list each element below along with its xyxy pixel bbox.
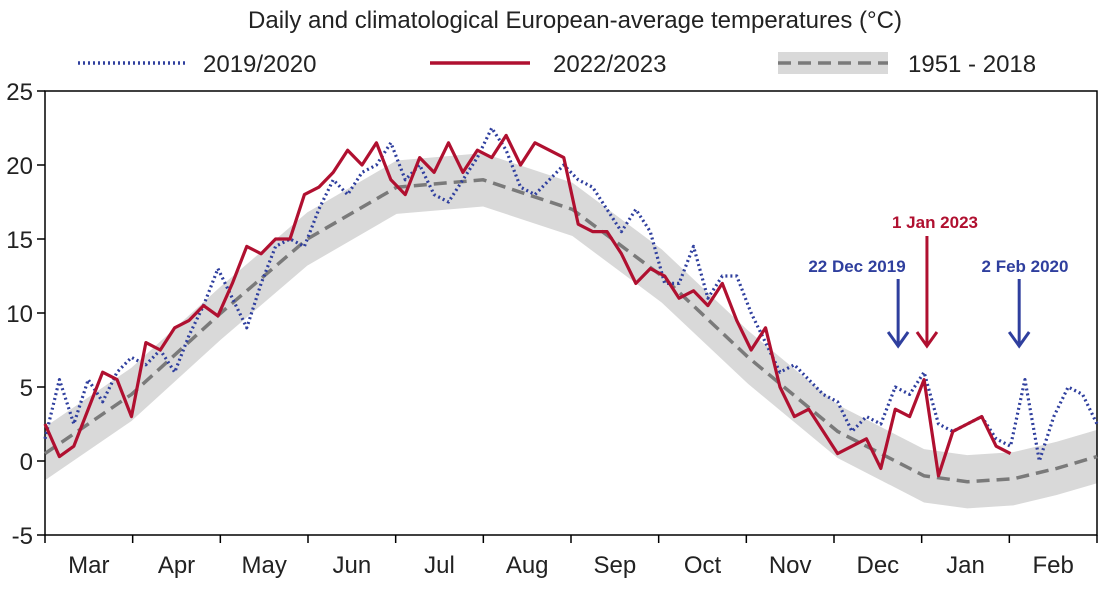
legend-label-climatology: 1951 - 2018 — [908, 51, 1036, 78]
annotation-label: 1 Jan 2023 — [892, 213, 978, 232]
series-line-2019-2020 — [43, 126, 1099, 463]
series-line-climatology — [44, 178, 1098, 484]
legend-item-climatology: 1951 - 2018 — [778, 51, 1036, 78]
legend-item-2019-2020: 2019/2020 — [78, 51, 316, 78]
legend-swatch-band — [778, 52, 888, 74]
x-tick-label: May — [241, 552, 286, 579]
x-tick-label: Jan — [946, 552, 985, 579]
legend: 2019/2020 2022/2023 1951 - 2018 — [78, 51, 1036, 78]
x-tick-label: Mar — [68, 552, 109, 579]
x-tick-label: Oct — [684, 552, 722, 579]
x-tick-label: Sep — [593, 552, 636, 579]
y-tick-label: 10 — [6, 301, 33, 328]
x-tick-label: Aug — [506, 552, 549, 579]
annotation-arrow-head — [886, 331, 910, 349]
climatology-band — [45, 153, 1097, 509]
x-tick-label: Nov — [769, 552, 812, 579]
annotation-label: 2 Feb 2020 — [982, 257, 1069, 276]
legend-label-2019-2020: 2019/2020 — [203, 51, 316, 78]
legend-label-2022-2023: 2022/2023 — [553, 51, 666, 78]
x-tick-label: Feb — [1032, 552, 1073, 579]
series-line-2022-2023 — [43, 133, 1012, 478]
y-tick-label: 15 — [6, 227, 33, 254]
x-tick-label: Apr — [158, 552, 195, 579]
annotation-arrow-head — [915, 331, 939, 349]
plot-area: -5 0 5 10 15 20 25 Mar Apr May Jun Jul Aug Sep Oct Nov D… — [6, 79, 1099, 579]
annotation-arrow-head — [1007, 331, 1031, 349]
y-tick-label: 0 — [20, 449, 33, 476]
y-tick-label: 20 — [6, 153, 33, 180]
y-tick-label: 5 — [20, 375, 33, 402]
annotation-label: 22 Dec 2019 — [808, 257, 905, 276]
y-tick-label: 25 — [6, 79, 33, 106]
x-tick-label: Jun — [332, 552, 371, 579]
x-tick-label: Dec — [856, 552, 899, 579]
x-tick-label: Jul — [424, 552, 455, 579]
legend-item-2022-2023: 2022/2023 — [430, 51, 666, 78]
chart-title: Daily and climatological European-averag… — [248, 7, 902, 34]
y-tick-label: -5 — [12, 523, 33, 550]
